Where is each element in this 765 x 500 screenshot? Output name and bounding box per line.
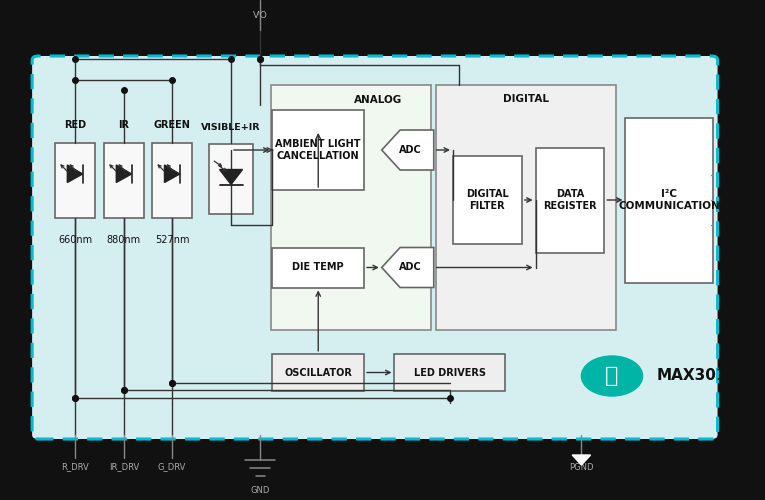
Text: 527nm: 527nm <box>155 235 190 245</box>
Bar <box>104 142 144 218</box>
Text: IR_DRV: IR_DRV <box>109 462 139 471</box>
Bar <box>626 118 713 282</box>
Polygon shape <box>220 170 243 184</box>
FancyBboxPatch shape <box>32 56 718 439</box>
Bar <box>209 144 253 214</box>
Text: MAX30101: MAX30101 <box>656 368 748 384</box>
Text: RED: RED <box>64 120 86 130</box>
Text: LED DRIVERS: LED DRIVERS <box>414 368 486 378</box>
Polygon shape <box>67 165 83 182</box>
Text: IR: IR <box>119 120 129 130</box>
Text: ADC: ADC <box>399 145 422 155</box>
Text: VISIBLE+IR: VISIBLE+IR <box>201 124 261 132</box>
Bar <box>272 354 364 391</box>
Polygon shape <box>382 130 434 170</box>
Text: GND: GND <box>250 486 270 495</box>
Bar <box>55 142 95 218</box>
Text: G_DRV: G_DRV <box>158 462 187 471</box>
Text: DIGITAL: DIGITAL <box>503 94 549 104</box>
Polygon shape <box>164 165 180 182</box>
Text: I²C
COMMUNICATION: I²C COMMUNICATION <box>618 189 721 211</box>
Text: VᴵO: VᴵO <box>252 11 268 20</box>
Text: DIGITAL
FILTER: DIGITAL FILTER <box>466 189 509 211</box>
Polygon shape <box>382 248 434 288</box>
Bar <box>152 142 192 218</box>
Polygon shape <box>116 165 132 182</box>
Text: R_DRV: R_DRV <box>61 462 89 471</box>
Text: DIE TEMP: DIE TEMP <box>292 262 344 272</box>
Text: OSCILLATOR: OSCILLATOR <box>285 368 352 378</box>
Bar <box>395 354 505 391</box>
Text: DATA
REGISTER: DATA REGISTER <box>543 189 597 211</box>
Text: GREEN: GREEN <box>154 120 190 130</box>
Text: 880nm: 880nm <box>107 235 141 245</box>
Text: ADC: ADC <box>399 262 422 272</box>
Polygon shape <box>572 455 591 465</box>
Text: ANALOG: ANALOG <box>353 95 402 105</box>
Text: 660nm: 660nm <box>58 235 92 245</box>
Text: PGND: PGND <box>569 462 594 471</box>
Bar <box>436 85 616 330</box>
Text: Ⓜ: Ⓜ <box>605 366 619 386</box>
Bar <box>272 248 364 288</box>
Bar <box>453 156 522 244</box>
Bar <box>536 148 604 252</box>
Bar <box>272 110 364 190</box>
Bar <box>271 85 431 330</box>
Circle shape <box>581 356 643 396</box>
Text: AMBIENT LIGHT
CANCELLATION: AMBIENT LIGHT CANCELLATION <box>275 139 361 161</box>
